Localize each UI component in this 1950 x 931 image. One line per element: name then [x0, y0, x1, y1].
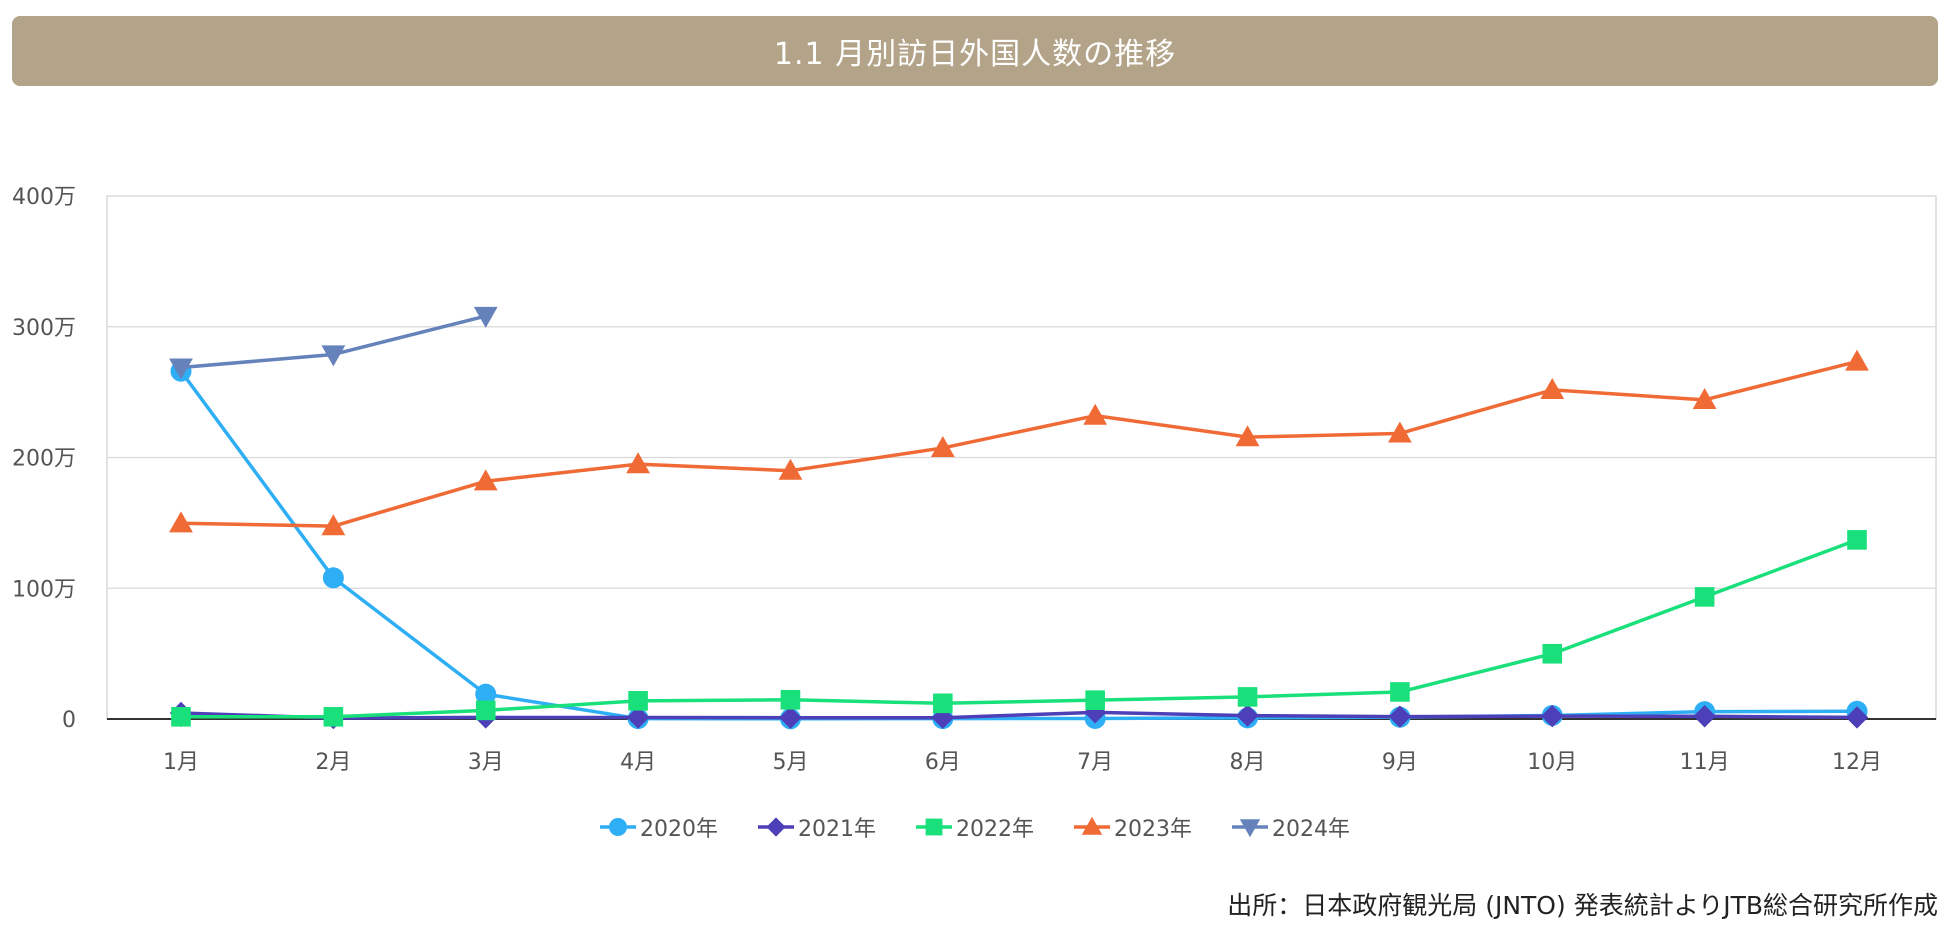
legend-item: 2021年: [758, 811, 876, 843]
data-point: [322, 567, 344, 589]
data-point: [933, 693, 953, 714]
data-point: [1694, 587, 1715, 607]
y-tick-label: 300万: [12, 316, 76, 341]
data-point: [1235, 425, 1260, 447]
series-2021年: [169, 701, 1869, 730]
legend-swatch: [758, 817, 794, 837]
x-tick-label: 9月: [1382, 750, 1418, 775]
data-point: [1081, 817, 1103, 835]
y-tick-label: 0: [62, 708, 76, 733]
series-2020年: [170, 360, 1868, 730]
data-point: [1693, 705, 1716, 728]
data-point: [169, 511, 193, 533]
data-point: [321, 345, 346, 367]
data-point: [475, 700, 496, 721]
data-point: [1847, 530, 1867, 550]
x-tick-label: 1月: [163, 750, 199, 775]
x-tick-label: 4月: [620, 750, 656, 775]
legend-item: 2024年: [1232, 811, 1350, 843]
legend-item: 2023年: [1074, 811, 1192, 843]
data-point: [628, 691, 648, 711]
data-point: [321, 514, 346, 536]
data-point: [1390, 682, 1410, 702]
data-point: [779, 706, 802, 729]
data-point: [930, 436, 955, 458]
data-point: [1237, 687, 1258, 707]
series-line: [180, 710, 1858, 720]
data-point: [169, 358, 193, 380]
legend-swatch: [1074, 817, 1110, 835]
series-2023年: [169, 349, 1869, 536]
chart-legend: 2020年 2021年 2022年 2023年 2024年: [0, 810, 1950, 844]
series-2022年: [171, 530, 1867, 727]
data-point: [766, 817, 786, 837]
data-point: [1845, 706, 1869, 729]
x-tick-label: 10月: [1527, 750, 1577, 775]
data-point: [609, 818, 627, 836]
data-point: [1845, 349, 1869, 371]
x-tick-label: 7月: [1077, 750, 1113, 775]
data-point: [475, 683, 497, 705]
series-2024年: [169, 306, 498, 380]
data-point: [1541, 704, 1564, 728]
legend-swatch: [916, 818, 952, 836]
data-point: [1236, 704, 1259, 727]
data-point: [925, 818, 943, 836]
data-point: [1083, 403, 1108, 425]
data-point: [778, 458, 803, 480]
legend-label: 2021年: [798, 817, 876, 842]
y-tick-label: 100万: [12, 577, 76, 602]
data-point: [171, 706, 191, 727]
x-tick-label: 12月: [1832, 750, 1882, 775]
data-point: [1388, 705, 1412, 728]
x-tick-label: 11月: [1680, 750, 1730, 775]
legend-label: 2023年: [1114, 817, 1192, 842]
x-tick-label: 8月: [1230, 750, 1266, 775]
y-tick-label: 400万: [12, 185, 76, 210]
y-tick-label: 200万: [12, 447, 76, 472]
title-banner: 1.1 月別訪日外国人数の推移: [12, 16, 1938, 86]
data-point: [1692, 387, 1717, 409]
data-point: [626, 706, 650, 729]
x-tick-label: 5月: [772, 750, 808, 775]
data-point: [780, 689, 801, 710]
data-point: [473, 306, 498, 328]
legend-label: 2022年: [956, 817, 1034, 842]
legend-item: 2020年: [600, 811, 718, 843]
x-tick-label: 6月: [925, 750, 961, 775]
series-line: [179, 370, 1858, 721]
x-tick-label: 2月: [315, 750, 351, 775]
data-point: [473, 469, 498, 491]
series-line: [180, 359, 1858, 528]
source-note: 出所：日本政府観光局 (JNTO) 発表統計よりJTB総合研究所作成: [1227, 891, 1938, 920]
x-tick-label: 3月: [468, 750, 504, 775]
data-point: [626, 452, 650, 474]
data-point: [323, 706, 344, 727]
data-point: [1540, 378, 1565, 400]
legend-item: 2022年: [916, 811, 1034, 843]
data-point: [1085, 690, 1105, 710]
line-chart: 0 100万 200万 300万 400万 1月 2月 3月 4月 5月 6月 7月 8月 9月 10月 11…: [12, 185, 1937, 775]
data-point: [1239, 819, 1261, 837]
legend-label: 2024年: [1272, 817, 1350, 842]
legend-label: 2020年: [640, 817, 718, 842]
chart-title: 1.1 月別訪日外国人数の推移: [773, 37, 1177, 72]
legend-swatch: [1232, 819, 1268, 837]
data-point: [1388, 421, 1412, 443]
legend-swatch: [600, 818, 636, 836]
series-line: [181, 538, 1858, 719]
data-point: [1542, 643, 1563, 664]
